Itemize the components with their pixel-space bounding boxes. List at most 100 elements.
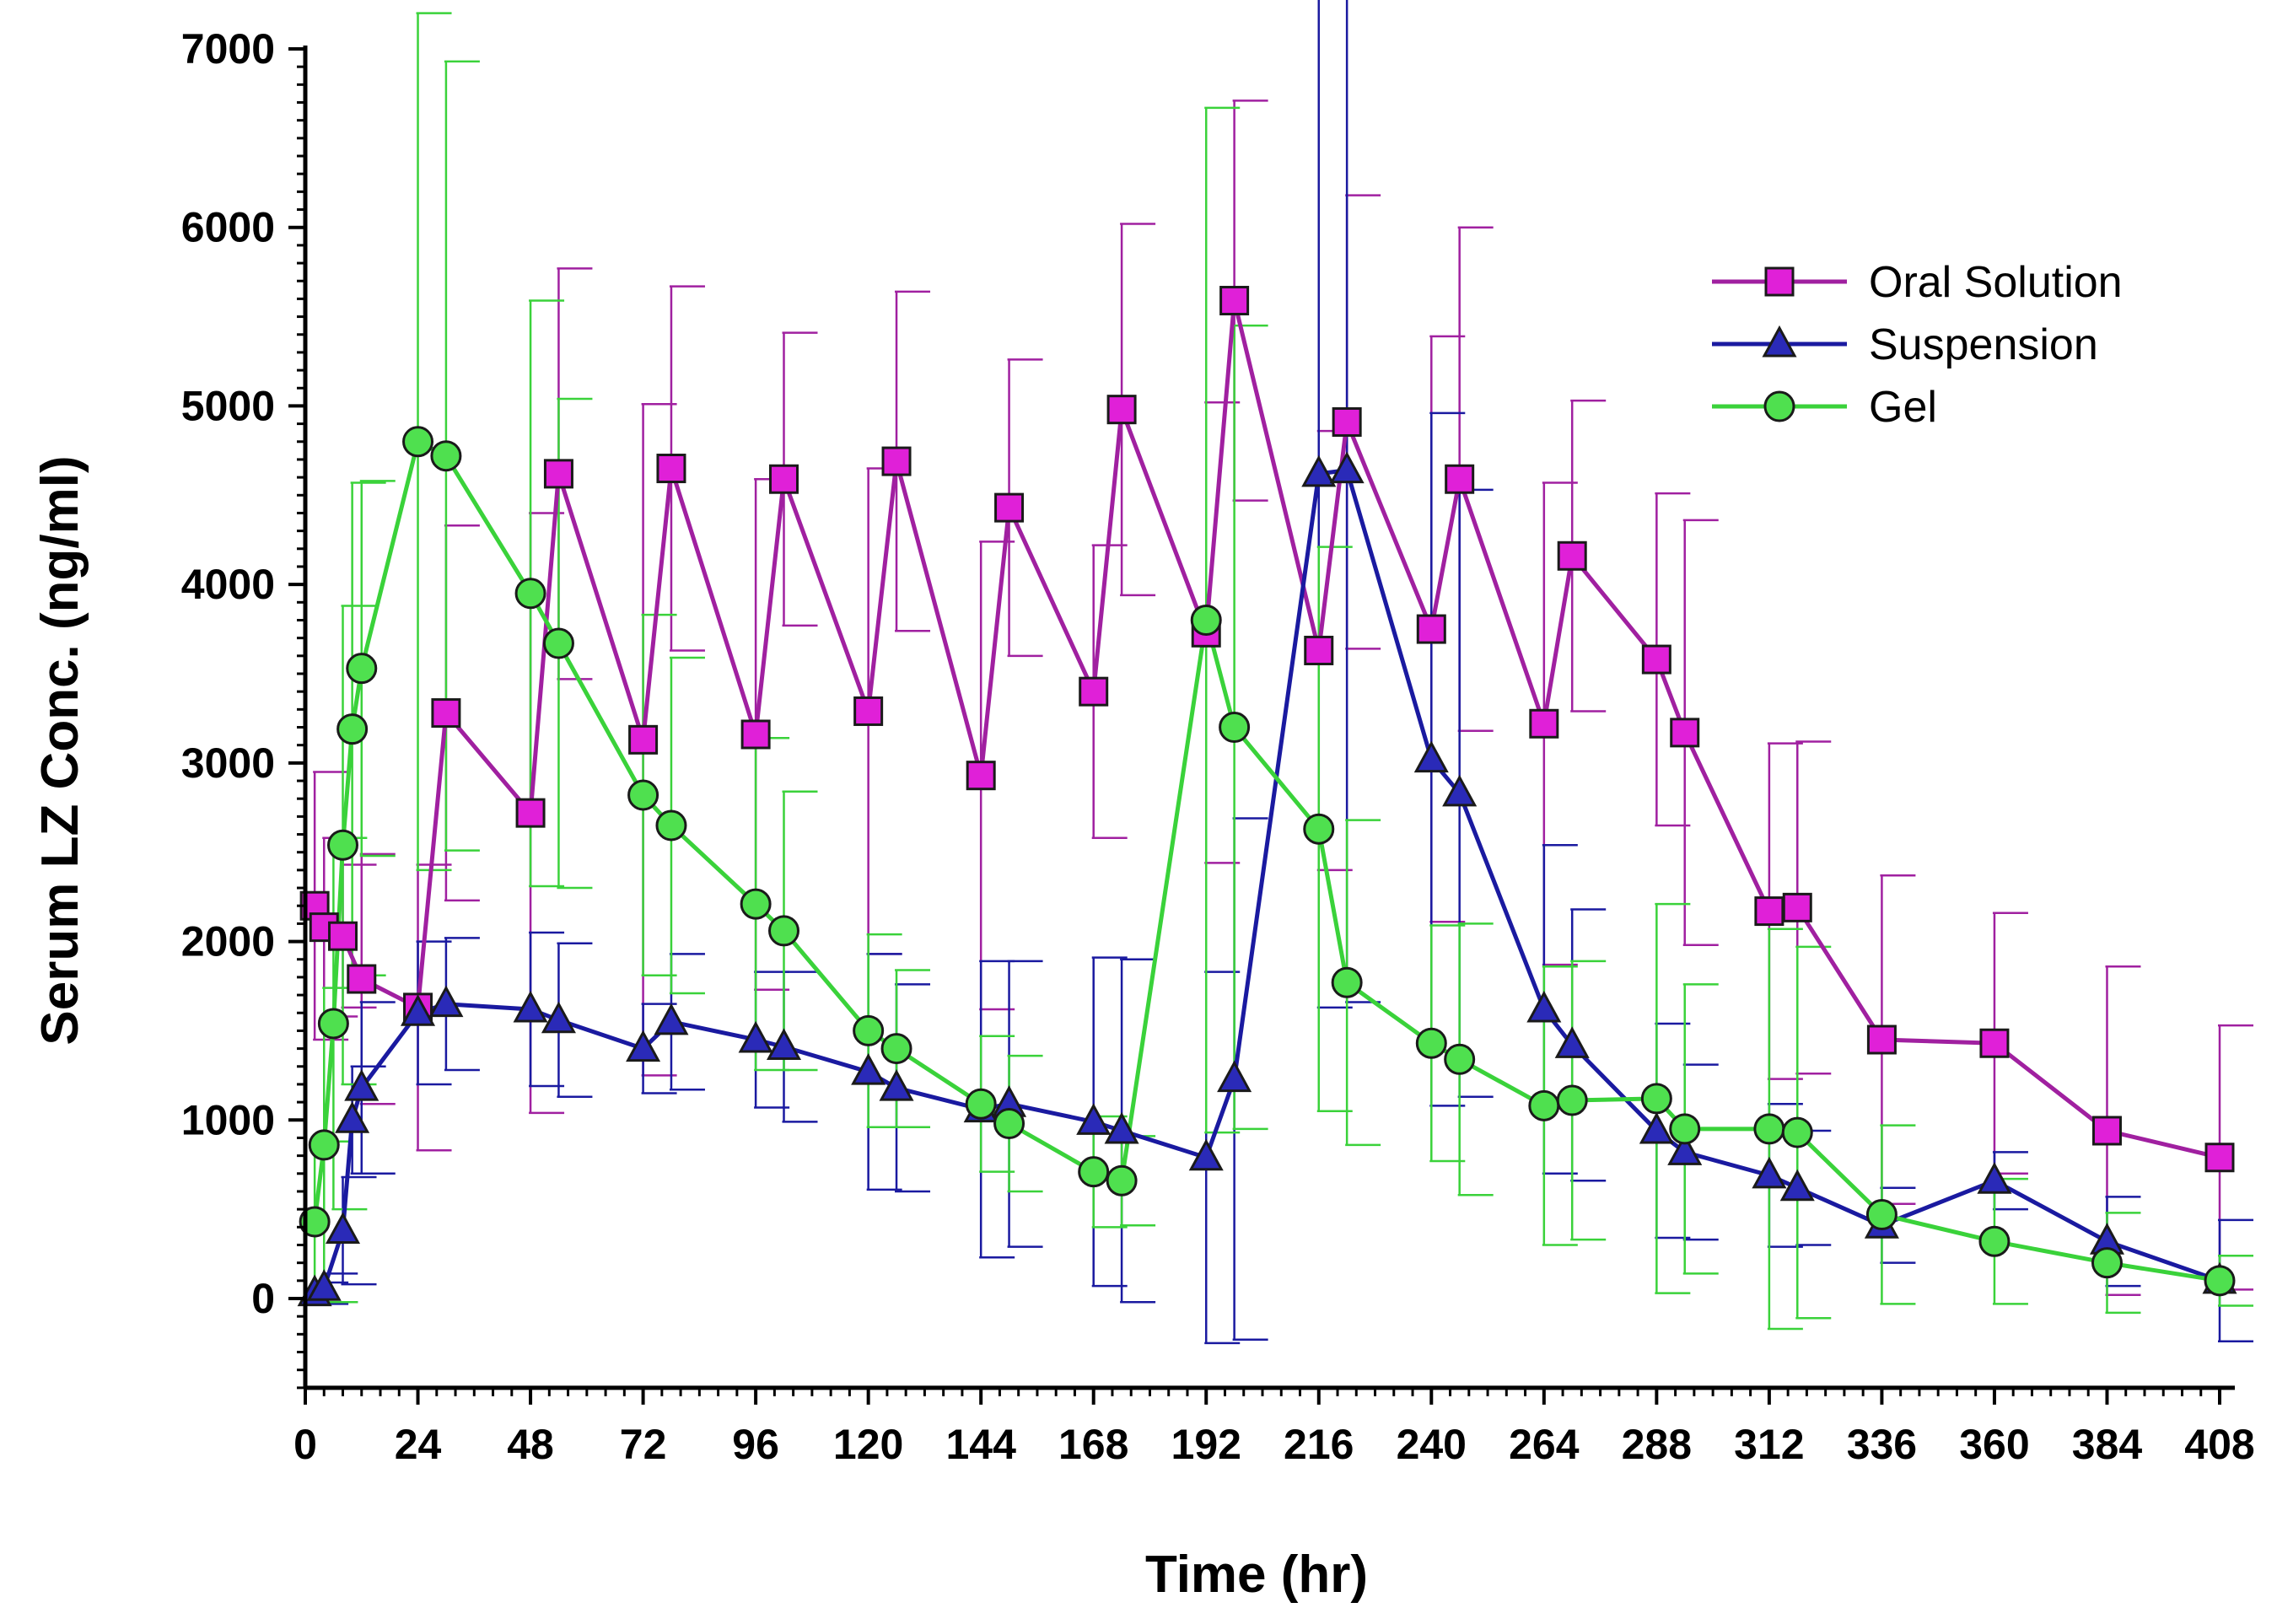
legend-item-oral-solution[interactable]: Oral Solution bbox=[1712, 258, 2123, 307]
legend-item-gel[interactable]: Gel bbox=[1712, 383, 1937, 432]
gel-data-point bbox=[1444, 1043, 1476, 1075]
gel-data-point bbox=[1190, 604, 1222, 636]
legend-label: Suspension bbox=[1869, 320, 2098, 369]
x-tick-label: 192 bbox=[1171, 1421, 1241, 1468]
oral-solution-data-point bbox=[1641, 644, 1671, 675]
suspension-data-point bbox=[344, 1069, 380, 1101]
gel-data-point bbox=[880, 1033, 912, 1065]
oral-solution-data-point bbox=[1106, 395, 1137, 425]
gel-error-bars bbox=[313, 12, 2253, 1331]
suspension-data-point bbox=[1329, 451, 1365, 484]
x-tick-label: 120 bbox=[833, 1421, 903, 1468]
oral-solution-data-point bbox=[994, 492, 1025, 523]
y-axis-title: Serum LZ Conc. (ng/ml) bbox=[31, 455, 89, 1045]
gel-data-point bbox=[1078, 1156, 1110, 1188]
suspension-data-point bbox=[428, 985, 464, 1018]
x-tick-label: 408 bbox=[2184, 1421, 2254, 1468]
suspension-data-point bbox=[335, 1101, 370, 1133]
legend-swatch-marker bbox=[1763, 390, 1795, 422]
x-tick-label: 240 bbox=[1397, 1421, 1467, 1468]
oral-solution-data-point bbox=[1079, 676, 1109, 707]
gel-data-point bbox=[1106, 1164, 1138, 1196]
gel-data-point bbox=[317, 1008, 349, 1040]
gel-data-point bbox=[308, 1129, 340, 1161]
gel-data-point bbox=[993, 1108, 1025, 1140]
oral-solution-data-point bbox=[769, 464, 799, 494]
gel-data-point bbox=[740, 888, 772, 920]
gel-data-point bbox=[1556, 1084, 1588, 1116]
oral-solution-data-point bbox=[1782, 892, 1812, 922]
gel-data-point bbox=[1865, 1198, 1898, 1230]
gel-data-point bbox=[346, 653, 378, 685]
x-tick-label: 312 bbox=[1734, 1421, 1804, 1468]
y-tick-label: 2000 bbox=[181, 918, 275, 965]
legend-swatch-marker bbox=[1764, 266, 1795, 297]
gel-data-point bbox=[299, 1206, 331, 1238]
oral-solution-data-point bbox=[628, 724, 659, 755]
oral-solution-data-point bbox=[966, 761, 996, 791]
suspension-error-bars bbox=[313, 0, 2253, 1345]
gel-data-point bbox=[402, 426, 434, 458]
gel-data-point bbox=[965, 1088, 997, 1120]
oral-solution-data-point bbox=[543, 459, 573, 489]
x-tick-label: 288 bbox=[1622, 1421, 1692, 1468]
gel-data-point bbox=[1415, 1027, 1447, 1059]
gel-data-point bbox=[1528, 1089, 1560, 1121]
oral-solution-data-point bbox=[881, 446, 912, 476]
x-tick-label: 24 bbox=[395, 1421, 442, 1468]
x-tick-label: 384 bbox=[2072, 1421, 2143, 1468]
legend-swatch-marker bbox=[1762, 325, 1797, 358]
suspension-data-point bbox=[851, 1052, 886, 1085]
suspension-data-point bbox=[513, 990, 548, 1023]
legend-label: Oral Solution bbox=[1869, 258, 2123, 307]
gel-data-point bbox=[655, 809, 687, 842]
oral-solution-data-point bbox=[1866, 1024, 1897, 1055]
y-tick-label: 0 bbox=[251, 1275, 275, 1322]
oral-solution-data-point bbox=[1529, 708, 1559, 739]
oral-solution-data-point bbox=[1416, 614, 1446, 644]
x-tick-label: 264 bbox=[1509, 1421, 1580, 1468]
gel-data-point bbox=[1669, 1113, 1701, 1145]
gel-data-point bbox=[542, 627, 574, 659]
suspension-data-point bbox=[325, 1212, 361, 1245]
oral-solution-data-point bbox=[1304, 635, 1334, 665]
suspension-data-point bbox=[879, 1069, 914, 1101]
x-tick-label: 216 bbox=[1284, 1421, 1354, 1468]
oral-solution-data-point bbox=[853, 696, 884, 726]
y-tick-label: 1000 bbox=[181, 1096, 275, 1143]
x-tick-label: 72 bbox=[620, 1421, 667, 1468]
gel-data-point bbox=[1753, 1113, 1785, 1145]
x-tick-label: 360 bbox=[1959, 1421, 2029, 1468]
oral-solution-data-point bbox=[1670, 718, 1700, 748]
legend-item-suspension[interactable]: Suspension bbox=[1712, 320, 2098, 369]
oral-solution-data-point bbox=[515, 798, 546, 828]
oral-solution-data-point bbox=[1219, 286, 1250, 316]
oral-solution-data-point bbox=[347, 964, 377, 994]
legend-label: Gel bbox=[1869, 383, 1937, 432]
suspension-data-point bbox=[1667, 1133, 1703, 1165]
gel-data-point bbox=[768, 915, 799, 947]
suspension-data-point bbox=[1076, 1103, 1112, 1135]
oral-solution-data-point bbox=[740, 719, 771, 750]
oral-solution-data-point bbox=[1557, 540, 1587, 571]
y-tick-label: 5000 bbox=[181, 382, 275, 429]
gel-data-point bbox=[853, 1014, 885, 1046]
oral-solution-markers bbox=[299, 286, 2235, 1173]
gel-data-point bbox=[514, 578, 546, 610]
oral-solution-data-point bbox=[2091, 1116, 2122, 1146]
gel-data-point bbox=[430, 440, 462, 472]
legend[interactable]: Oral Solution Suspension Gel bbox=[1712, 258, 2123, 432]
axes: 0 1000 2000 3000 4000 5000 6000 7000 0 24 48 72 96 12… bbox=[181, 25, 2255, 1468]
suspension-data-point bbox=[1413, 740, 1449, 773]
oral-solution-data-point bbox=[1979, 1028, 2010, 1058]
suspension-markers bbox=[297, 451, 2237, 1307]
gel-data-point bbox=[1303, 813, 1335, 845]
oral-solution-data-point bbox=[431, 698, 461, 729]
oral-solution-data-point bbox=[1332, 406, 1362, 437]
gel-data-point bbox=[1640, 1083, 1672, 1115]
suspension-data-point bbox=[1554, 1026, 1590, 1058]
suspension-data-point bbox=[654, 1003, 689, 1035]
oral-solution-data-point bbox=[656, 454, 686, 484]
markers bbox=[297, 286, 2237, 1307]
suspension-data-point bbox=[1442, 774, 1478, 807]
